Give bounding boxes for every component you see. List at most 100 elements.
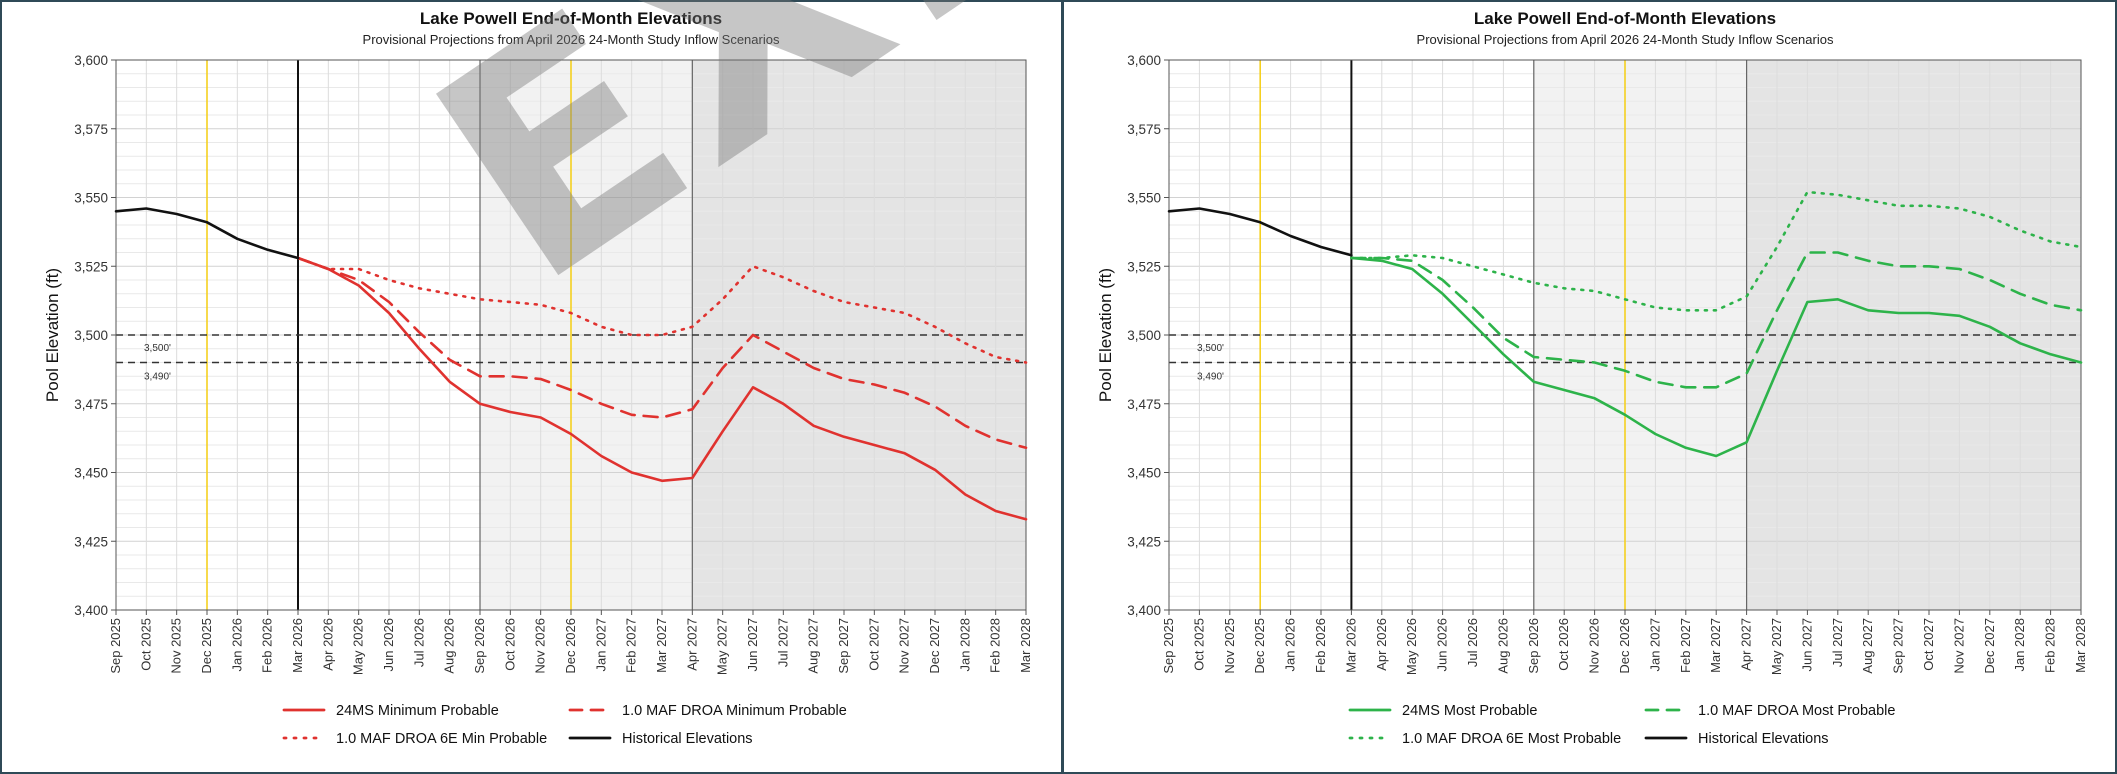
chart-subtitle: Provisional Projections from April 2026 … bbox=[363, 32, 780, 47]
y-tick-label: 3,600 bbox=[74, 53, 108, 68]
chart-title: Lake Powell End-of-Month Elevations bbox=[420, 9, 722, 28]
y-tick-label: 3,525 bbox=[1127, 259, 1161, 274]
series-line bbox=[296, 256, 1028, 521]
x-tick-label: Dec 2026 bbox=[563, 618, 578, 674]
x-tick-label: Oct 2027 bbox=[866, 618, 881, 671]
chart-right: Lake Powell End-of-Month Elevations Provi… bbox=[1096, 9, 2088, 747]
x-tick-label: Feb 2027 bbox=[1678, 618, 1693, 673]
x-tick-label: May 2027 bbox=[1769, 618, 1784, 675]
x-tick-label: Mar 2027 bbox=[1708, 618, 1723, 673]
reference-line-label: 3,490' bbox=[1197, 372, 1224, 383]
x-tick-label: Jan 2028 bbox=[957, 618, 972, 672]
y-tick-label: 3,600 bbox=[1127, 53, 1161, 68]
y-tick-label: 3,425 bbox=[74, 534, 108, 549]
series-line bbox=[1167, 207, 1353, 257]
x-tick-label: Sep 2026 bbox=[472, 618, 487, 674]
legend-label: 1.0 MAF DROA Minimum Probable bbox=[622, 703, 847, 719]
x-tick-label: Apr 2026 bbox=[320, 618, 335, 671]
y-tick-label: 3,425 bbox=[1127, 534, 1161, 549]
x-tick-label: Mar 2026 bbox=[1343, 618, 1358, 673]
y-tick-label: 3,525 bbox=[74, 259, 108, 274]
x-tick-label: Mar 2027 bbox=[654, 618, 669, 673]
x-tick-label: Jun 2027 bbox=[1799, 618, 1814, 672]
x-tick-label: Jan 2027 bbox=[1647, 618, 1662, 672]
x-tick-label: Jun 2027 bbox=[745, 618, 760, 672]
x-tick-label: Feb 2026 bbox=[1313, 618, 1328, 673]
chart-panel-left: Lake Powell End-of-Month Elevations Provi… bbox=[0, 0, 1063, 774]
x-tick-label: Dec 2027 bbox=[1982, 618, 1997, 674]
reference-line-label: 3,490' bbox=[144, 372, 171, 383]
x-tick-label: Sep 2026 bbox=[1526, 618, 1541, 674]
x-tick-label: Sep 2027 bbox=[836, 618, 851, 674]
y-tick-label: 3,475 bbox=[1127, 397, 1161, 412]
x-tick-label: May 2027 bbox=[715, 618, 730, 675]
legend-label: Historical Elevations bbox=[622, 731, 753, 747]
x-tick-label: Aug 2026 bbox=[442, 618, 457, 674]
x-tick-label: May 2026 bbox=[351, 618, 366, 675]
x-tick-label: Aug 2027 bbox=[1860, 618, 1875, 674]
x-tick-label: Jan 2027 bbox=[593, 618, 608, 672]
legend-label: 1.0 MAF DROA 6E Most Probable bbox=[1402, 731, 1621, 747]
reference-line-label: 3,500' bbox=[1197, 343, 1224, 354]
y-tick-label: 3,450 bbox=[1127, 466, 1161, 481]
x-tick-label: Feb 2026 bbox=[260, 618, 275, 673]
x-tick-label: Feb 2027 bbox=[624, 618, 639, 673]
y-tick-label: 3,575 bbox=[74, 122, 108, 137]
y-tick-label: 3,550 bbox=[74, 191, 108, 206]
y-tick-label: 3,450 bbox=[74, 466, 108, 481]
legend-label: 1.0 MAF DROA Most Probable bbox=[1698, 703, 1895, 719]
x-tick-label: Apr 2026 bbox=[1374, 618, 1389, 671]
series-line bbox=[114, 207, 300, 260]
x-tick-label: Feb 2028 bbox=[988, 618, 1003, 673]
legend-label: 24MS Most Probable bbox=[1402, 703, 1537, 719]
x-tick-label: Nov 2026 bbox=[1587, 618, 1602, 674]
x-tick-label: Jan 2026 bbox=[1283, 618, 1298, 672]
x-tick-label: Oct 2025 bbox=[1191, 618, 1206, 671]
legend-label: Historical Elevations bbox=[1698, 731, 1829, 747]
chart-subtitle: Provisional Projections from April 2026 … bbox=[1417, 32, 1834, 47]
x-tick-label: Aug 2027 bbox=[806, 618, 821, 674]
x-tick-label: Jun 2026 bbox=[1435, 618, 1450, 672]
x-tick-label: Dec 2026 bbox=[1617, 618, 1632, 674]
y-axis-label: Pool Elevation (ft) bbox=[43, 268, 62, 402]
x-tick-label: Oct 2026 bbox=[502, 618, 517, 671]
series-line bbox=[296, 256, 1028, 450]
series-line bbox=[1350, 251, 2083, 389]
chart-title: Lake Powell End-of-Month Elevations bbox=[1474, 9, 1776, 28]
x-tick-label: Feb 2028 bbox=[2043, 618, 2058, 673]
x-tick-label: Mar 2028 bbox=[1018, 618, 1033, 673]
x-tick-label: Dec 2025 bbox=[199, 618, 214, 674]
y-tick-label: 3,400 bbox=[74, 603, 108, 618]
x-tick-label: Mar 2026 bbox=[290, 618, 305, 673]
x-tick-label: Nov 2027 bbox=[1951, 618, 1966, 674]
x-tick-label: Aug 2026 bbox=[1495, 618, 1510, 674]
chart-panel-right: Lake Powell End-of-Month Elevations Provi… bbox=[1062, 0, 2117, 774]
x-tick-label: Apr 2027 bbox=[684, 618, 699, 671]
x-tick-label: Sep 2025 bbox=[108, 618, 123, 674]
y-tick-label: 3,575 bbox=[1127, 122, 1161, 137]
x-tick-label: Nov 2027 bbox=[897, 618, 912, 674]
x-tick-label: Jul 2026 bbox=[1465, 618, 1480, 667]
x-tick-label: Jul 2027 bbox=[1830, 618, 1845, 667]
x-tick-label: Oct 2027 bbox=[1921, 618, 1936, 671]
legend-label: 24MS Minimum Probable bbox=[336, 703, 499, 719]
y-axis-label: Pool Elevation (ft) bbox=[1096, 268, 1115, 402]
x-tick-label: May 2026 bbox=[1404, 618, 1419, 675]
series-line bbox=[296, 256, 1028, 364]
x-tick-label: Dec 2027 bbox=[927, 618, 942, 674]
x-tick-label: Oct 2026 bbox=[1556, 618, 1571, 671]
reference-line-label: 3,500' bbox=[144, 343, 171, 354]
x-tick-label: Jul 2026 bbox=[411, 618, 426, 667]
x-tick-label: Sep 2025 bbox=[1161, 618, 1176, 674]
series-line bbox=[1350, 256, 2083, 458]
chart-left: Lake Powell End-of-Month Elevations Provi… bbox=[43, 9, 1033, 747]
x-tick-label: Jun 2026 bbox=[381, 618, 396, 672]
x-tick-label: Jan 2026 bbox=[229, 618, 244, 672]
x-tick-label: Oct 2025 bbox=[138, 618, 153, 671]
x-tick-label: Jul 2027 bbox=[775, 618, 790, 667]
y-tick-label: 3,500 bbox=[74, 328, 108, 343]
y-tick-label: 3,500 bbox=[1127, 328, 1161, 343]
x-tick-label: Nov 2025 bbox=[1222, 618, 1237, 674]
legend-label: 1.0 MAF DROA 6E Min Probable bbox=[336, 731, 547, 747]
x-tick-label: Nov 2025 bbox=[169, 618, 184, 674]
